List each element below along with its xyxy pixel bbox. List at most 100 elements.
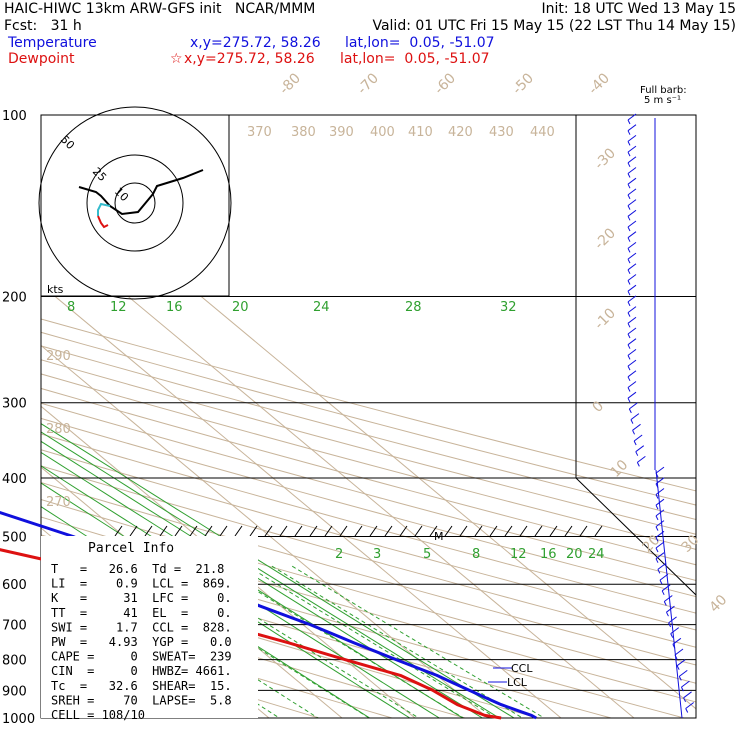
pressure-tick-label: 200 [2,291,27,306]
mixing-ratio-label: 24 [313,300,330,315]
wind-barb-shaft [627,269,631,275]
wind-barb-shaft [655,558,659,563]
panel-diagonal [575,477,697,596]
wind-barb-shaft [627,173,631,178]
wind-barb [627,295,637,303]
wind-barb [657,563,667,570]
wind-barb [627,348,637,356]
barb-legend-units: 5 m s⁻¹ [644,95,681,106]
dry-adiabat-label: 420 [448,125,473,140]
wind-barb [627,124,637,132]
mixing-ratio-label: 28 [405,300,422,315]
wind-barb [627,231,637,239]
wind-barb-shaft [683,697,687,703]
wind-barb [663,595,673,602]
dry-adiabat-line [41,417,696,598]
wind-barb [668,616,677,624]
wind-barb-shaft [685,708,689,713]
wind-barb-shaft [655,526,659,531]
wind-barb [681,680,690,688]
wind-barb [627,156,637,164]
mixing-ratio-label: 8 [67,300,75,315]
dry-adiabat-line [41,481,696,666]
dry-adiabat-label: 370 [247,125,272,140]
wind-barb [630,413,640,421]
wind-barb-shaft [627,248,631,253]
wind-barb-shaft [627,280,631,285]
wind-barb [627,134,637,142]
wind-barb-shaft [670,633,674,638]
barb-legend-title: Full barb: [640,85,687,96]
ccl-label: CCL [511,662,533,675]
isotherm-label: -60 [432,70,459,97]
wind-barb-shaft [632,430,635,435]
wind-barb [627,263,637,271]
wind-barb [655,488,665,495]
wind-barb-shaft [655,494,659,499]
wind-barb [655,498,665,506]
slash-mark [429,525,438,537]
wind-barb [627,145,637,153]
parcel-info-box: Parcel Info T = 26.6 Td = 21.8LI = 0.9 LC… [41,536,258,722]
pressure-tick-label: 600 [2,578,27,593]
init-time: Init: 18 UTC Wed 13 May 15 [541,1,736,17]
dry-adiabat-line [41,345,696,521]
wind-barb-shaft [655,504,659,510]
slash-mark [474,525,483,537]
wind-barb [627,199,637,207]
wind-barb [678,670,688,677]
slash-mark [234,525,243,537]
wind-barb-shaft [627,119,631,125]
wind-barb [627,359,637,367]
dewpoint-latlon: lat,lon= 0.05, -51.07 [340,51,490,67]
slash-mark [549,525,558,537]
wind-barb-shaft [627,312,631,317]
dewpoint-xy: x,y=275.72, 58.26 [184,51,315,67]
wind-barb [627,381,637,388]
dry-adiabat-label: 400 [370,125,395,140]
wind-barb-shaft [663,601,667,606]
wind-barb-shaft [627,301,631,307]
slash-mark [534,525,543,537]
wind-barb [633,434,643,442]
hodograph-lower-trace [97,202,111,216]
wind-barb-shaft [627,365,631,371]
parcel-row: TT = 41 EL = 0. [51,606,232,620]
slash-mark [504,525,513,537]
wind-barb-shaft [627,290,631,296]
slash-mark [144,525,153,537]
temperature-line [0,510,537,720]
dry-adiabat-line [41,465,696,648]
m-marker-label: M [434,530,444,543]
wind-barb-shaft [655,515,659,521]
dry-adiabat-label: 430 [489,125,514,140]
parcel-row: SWI = 1.7 CCL = 828. [51,620,232,634]
wind-barb [627,274,637,281]
slash-mark [294,525,303,537]
valid-time: Valid: 01 UTC Fri 15 May 15 (22 LST Thu … [372,18,736,34]
wind-barb [627,113,637,121]
hodograph-ring [38,106,232,300]
dry-adiabat-label: 440 [530,125,555,140]
mixing-ratio-label: 12 [110,300,127,315]
parcel-row: T = 26.6 Td = 21.8 [51,562,224,576]
isotherm-line [41,223,635,719]
wind-barb-shaft [676,665,680,670]
parcel-box-bg [41,536,258,718]
isotherm-label: -80 [277,70,304,97]
parcel-row: Tc = 32.6 SHEAR= 15. [51,679,232,693]
slash-mark [489,525,498,537]
mixing-ratio-dashed-line [216,565,464,719]
wind-barb [637,455,646,463]
parcel-row: SREH = 70 LAPSE= 5.8 [51,693,232,707]
mixing-ratio-label: 8 [472,547,480,562]
wind-barb-shaft [627,226,631,232]
pressure-tick-label: 300 [2,397,27,412]
model-title: HAIC-HIWC 13km ARW-GFS init NCAR/MMM [4,1,316,17]
plot-frame [40,114,697,719]
mixing-ratio-label: 32 [500,300,517,315]
parcel-row: CIN = 0 HWBZ= 4661. [51,664,232,678]
wind-barb-shaft [655,547,659,553]
pressure-tick-label: 1000 [2,712,35,727]
